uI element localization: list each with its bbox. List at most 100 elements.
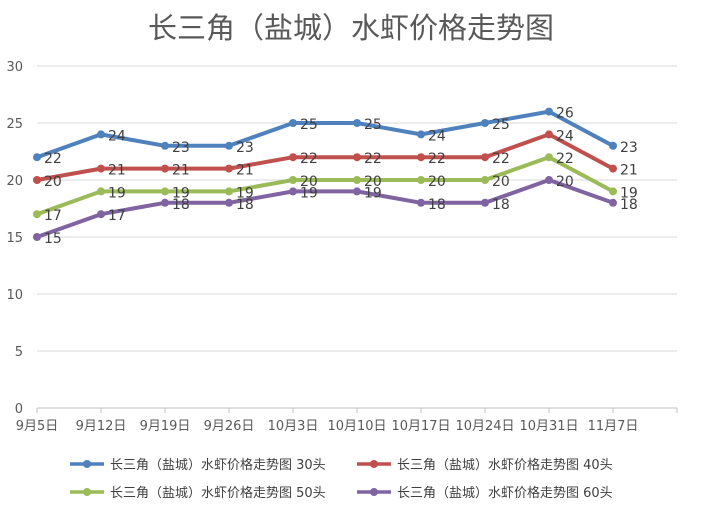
data-label: 24 xyxy=(108,128,126,144)
data-label: 18 xyxy=(428,197,446,213)
data-label: 20 xyxy=(300,174,318,190)
x-tick-label: 9月5日 xyxy=(16,419,59,434)
data-label: 18 xyxy=(236,197,254,213)
data-label: 17 xyxy=(44,208,62,224)
data-point xyxy=(161,198,169,207)
x-tick-label: 10月24日 xyxy=(455,419,514,434)
data-label: 23 xyxy=(620,140,638,156)
data-point xyxy=(33,176,41,184)
legend-swatch-marker xyxy=(370,488,378,496)
data-point xyxy=(609,187,617,196)
x-tick-label: 9月26日 xyxy=(204,419,255,434)
data-label: 21 xyxy=(620,163,638,179)
data-label: 19 xyxy=(236,185,254,201)
data-label: 21 xyxy=(236,163,254,179)
data-point xyxy=(289,153,297,162)
legend-entry-label: 长三角（盐城）水虾价格走势图 40头 xyxy=(397,457,613,473)
data-point xyxy=(161,164,169,173)
data-point xyxy=(161,141,169,150)
data-label: 22 xyxy=(44,151,62,167)
data-point xyxy=(417,130,425,139)
data-label: 18 xyxy=(620,197,638,213)
data-label: 22 xyxy=(428,151,446,167)
data-label: 18 xyxy=(492,197,510,213)
y-tick-label: 20 xyxy=(6,174,23,189)
data-point xyxy=(417,153,425,162)
legend-entry-label: 长三角（盐城）水虾价格走势图 60头 xyxy=(397,485,613,501)
data-label: 24 xyxy=(556,128,574,144)
data-point xyxy=(33,233,41,241)
data-label: 21 xyxy=(108,163,126,179)
data-label: 21 xyxy=(172,163,190,179)
axes: 0 5 10 15 20 25 30 9月5日 9月12日 9月19日 9月26日 10月3日 10月1… xyxy=(6,60,678,434)
data-point xyxy=(481,119,489,127)
data-label: 20 xyxy=(556,174,574,190)
legend-entry-label: 长三角（盐城）水虾价格走势图 30头 xyxy=(110,457,326,473)
data-point xyxy=(97,210,105,219)
data-label: 22 xyxy=(364,151,382,167)
x-tick-label: 10月3日 xyxy=(268,419,319,434)
legend-entry-label: 长三角（盐城）水虾价格走势图 50头 xyxy=(110,485,326,501)
data-label: 19 xyxy=(300,185,318,201)
data-point xyxy=(225,141,233,150)
data-point xyxy=(33,210,41,219)
data-point xyxy=(609,198,617,207)
data-point xyxy=(97,164,105,173)
series-line xyxy=(35,109,615,160)
data-point xyxy=(417,198,425,207)
data-point xyxy=(353,176,361,184)
data-point xyxy=(417,176,425,184)
data-label: 22 xyxy=(300,151,318,167)
series-line xyxy=(35,132,615,182)
data-point xyxy=(481,153,489,162)
data-label: 19 xyxy=(364,185,382,201)
x-tick-label: 10月17日 xyxy=(391,419,450,434)
data-point xyxy=(353,119,361,127)
data-point xyxy=(225,164,233,173)
x-tick-label: 9月19日 xyxy=(140,419,191,434)
data-label: 25 xyxy=(492,117,510,133)
y-tick-label: 10 xyxy=(6,288,23,303)
legend-swatch-marker xyxy=(83,460,91,468)
y-tick-label: 30 xyxy=(6,60,23,75)
data-point xyxy=(545,107,553,116)
data-point xyxy=(225,198,233,207)
data-label: 20 xyxy=(364,174,382,190)
data-point xyxy=(353,153,361,162)
legend-swatch-marker xyxy=(83,488,91,496)
data-point xyxy=(225,187,233,196)
data-label: 22 xyxy=(556,151,574,167)
data-point xyxy=(97,187,105,196)
x-tick-label: 9月12日 xyxy=(76,419,127,434)
data-point xyxy=(353,187,361,196)
data-label: 25 xyxy=(300,117,318,133)
data-label: 19 xyxy=(172,185,190,201)
data-point xyxy=(609,164,617,173)
data-label: 20 xyxy=(492,174,510,190)
x-tick-label: 10月31日 xyxy=(519,419,578,434)
data-label: 18 xyxy=(172,197,190,213)
data-point xyxy=(545,176,553,184)
data-label: 15 xyxy=(44,231,62,247)
chart-title: 长三角（盐城）水虾价格走势图 xyxy=(148,11,554,45)
legend: 长三角（盐城）水虾价格走势图 30头 长三角（盐城）水虾价格走势图 40头长三角（… xyxy=(70,457,613,501)
data-label: 23 xyxy=(172,140,190,156)
y-tick-label: 0 xyxy=(15,402,23,417)
data-point xyxy=(97,130,105,139)
data-labels: 22 24 23 23 25 25 24 25 26 23 20 21 21 21 22 22 22 22 24 21… xyxy=(44,106,638,247)
data-point xyxy=(545,153,553,162)
data-point xyxy=(289,187,297,196)
x-tick-label: 11月7日 xyxy=(588,419,639,434)
data-point xyxy=(609,141,617,150)
data-label: 26 xyxy=(556,106,574,122)
data-label: 25 xyxy=(364,117,382,133)
data-point xyxy=(161,187,169,196)
data-label: 22 xyxy=(492,151,510,167)
y-tick-label: 15 xyxy=(6,231,23,246)
data-point xyxy=(481,198,489,207)
data-point xyxy=(545,130,553,139)
y-tick-label: 5 xyxy=(15,345,23,360)
series-line xyxy=(35,155,615,217)
data-label: 19 xyxy=(620,185,638,201)
